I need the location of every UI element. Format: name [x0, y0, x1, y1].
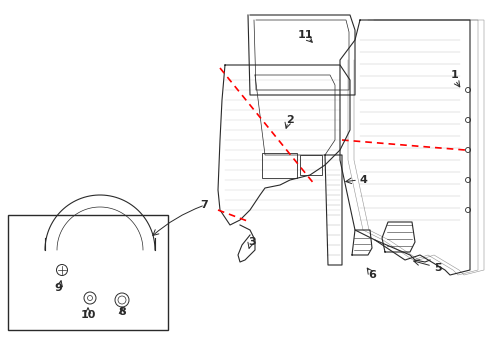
Text: 8: 8	[118, 307, 126, 317]
Text: 7: 7	[200, 200, 208, 210]
Text: 1: 1	[451, 70, 459, 80]
Text: 5: 5	[434, 263, 442, 273]
Text: 6: 6	[368, 270, 376, 280]
Text: 9: 9	[54, 283, 62, 293]
Text: 4: 4	[360, 175, 368, 185]
Text: 3: 3	[248, 237, 256, 247]
Text: 2: 2	[286, 115, 294, 125]
Text: 10: 10	[80, 310, 96, 320]
Bar	[262, 153, 297, 178]
Bar	[8, 215, 168, 330]
Text: 11: 11	[297, 30, 313, 40]
Bar	[300, 155, 322, 175]
